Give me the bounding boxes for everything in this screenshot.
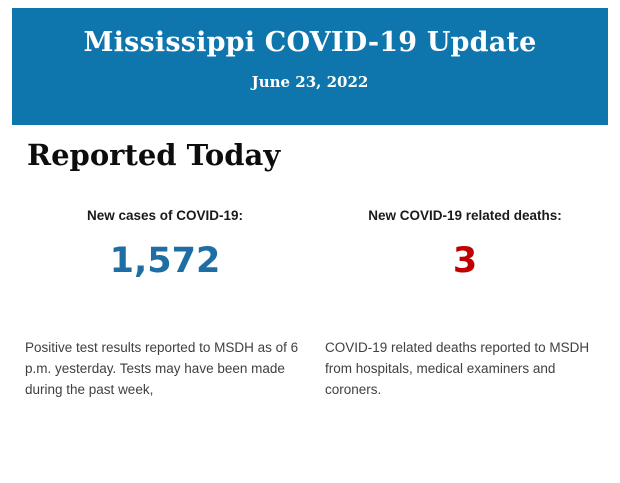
new-cases-column: New cases of COVID-19: 1,572 Positive te… <box>25 207 305 400</box>
new-cases-description: Positive test results reported to MSDH a… <box>25 340 299 397</box>
header-banner: Mississippi COVID-19 Update June 23, 202… <box>12 8 608 125</box>
new-deaths-value: 3 <box>452 241 478 281</box>
section-heading: Reported Today <box>27 138 281 172</box>
stats-columns: New cases of COVID-19: 1,572 Positive te… <box>25 207 605 400</box>
new-deaths-column: New COVID-19 related deaths: 3 COVID-19 … <box>325 207 605 400</box>
new-deaths-description: COVID-19 related deaths reported to MSDH… <box>325 340 590 397</box>
new-cases-label: New cases of COVID-19: <box>86 208 244 223</box>
page-title: Mississippi COVID-19 Update <box>83 27 537 58</box>
report-date: June 23, 2022 <box>251 73 369 91</box>
new-cases-value: 1,572 <box>109 241 221 281</box>
new-deaths-label: New COVID-19 related deaths: <box>368 208 562 223</box>
